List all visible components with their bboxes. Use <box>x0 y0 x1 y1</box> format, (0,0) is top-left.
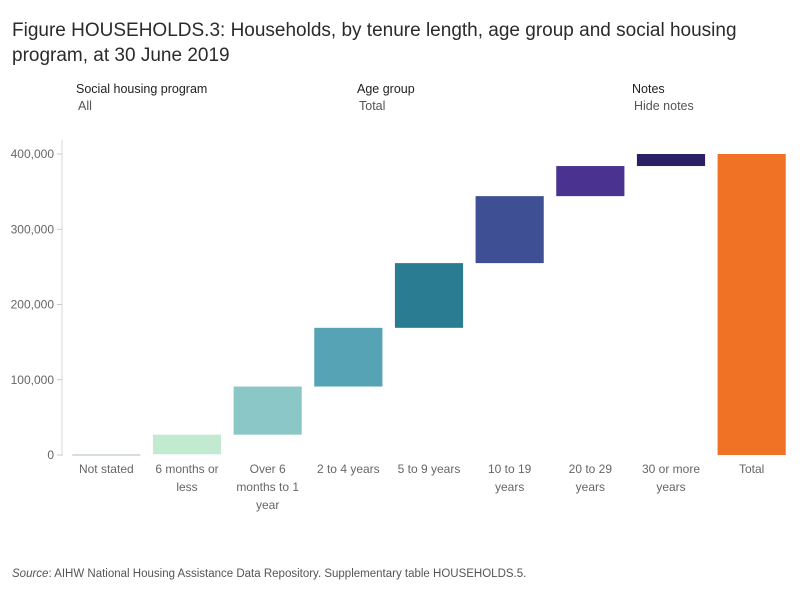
filter-label: Social housing program <box>76 82 208 96</box>
x-tick-label-line: Total <box>739 462 764 476</box>
bar <box>152 434 222 455</box>
y-tick-label: 100,000 <box>11 373 55 387</box>
bar <box>556 166 625 197</box>
x-tick-label-line: 6 months or <box>155 462 218 476</box>
bar <box>233 386 302 435</box>
x-tick-label-line: 5 to 9 years <box>398 462 461 476</box>
x-tick-label: 6 months or less <box>155 462 218 494</box>
x-tick-label-line: 30 or more <box>642 462 700 476</box>
x-tick-label-line: years <box>656 480 685 494</box>
x-tick-label: Not stated <box>79 462 134 476</box>
y-tick-label: 200,000 <box>11 298 55 312</box>
y-tick-label: 0 <box>47 448 54 462</box>
x-tick-label-line: 10 to 19 <box>488 462 532 476</box>
x-tick-label-line: Not stated <box>79 462 134 476</box>
filter-value[interactable]: Hide notes <box>634 99 694 113</box>
filter-social-housing-program[interactable]: Social housing program All <box>76 81 207 114</box>
x-tick-label: 30 or more years <box>642 462 700 494</box>
x-tick-label-line: months to 1 <box>236 480 299 494</box>
y-tick-label: 400,000 <box>11 147 55 161</box>
source-label: Source <box>12 568 49 580</box>
bar <box>475 196 544 264</box>
bar <box>394 263 464 328</box>
x-tick-label: Total <box>739 462 764 476</box>
filter-value[interactable]: Total <box>359 99 386 113</box>
bar <box>314 327 383 387</box>
filter-label: Notes <box>632 82 665 96</box>
x-tick-label-line: years <box>495 480 524 494</box>
x-tick-label-line: 20 to 29 <box>569 462 613 476</box>
bar <box>717 154 786 455</box>
bar <box>72 454 141 456</box>
chart-title: Figure HOUSEHOLDS.3: Households, by tenu… <box>12 20 737 66</box>
x-tick-label-line: less <box>176 480 197 494</box>
x-tick-label-line: 2 to 4 years <box>317 462 380 476</box>
x-tick-label: 10 to 19 years <box>488 462 532 494</box>
source-text: : AIHW National Housing Assistance Data … <box>48 568 527 580</box>
filter-label: Age group <box>357 82 415 96</box>
bar <box>636 154 706 167</box>
x-tick-label: 5 to 9 years <box>398 462 461 476</box>
filter-value[interactable]: All <box>78 99 92 113</box>
x-tick-label-line: year <box>256 498 279 512</box>
waterfall-chart: 0 100,000 200,000 300,000 400,000 Not stated 6… <box>11 140 786 512</box>
filter-notes[interactable]: Notes Hide notes <box>632 81 694 114</box>
x-tick-label: 2 to 4 years <box>317 462 380 476</box>
x-tick-label: 20 to 29 years <box>569 462 613 494</box>
source-note: Source: AIHW National Housing Assistance… <box>12 568 526 580</box>
filter-age-group[interactable]: Age group Total <box>357 81 415 114</box>
x-tick-label: Over 6 months to 1 year <box>236 462 299 512</box>
y-tick-label: 300,000 <box>11 222 55 236</box>
x-tick-label-line: years <box>576 480 605 494</box>
x-tick-label-line: Over 6 <box>250 462 286 476</box>
